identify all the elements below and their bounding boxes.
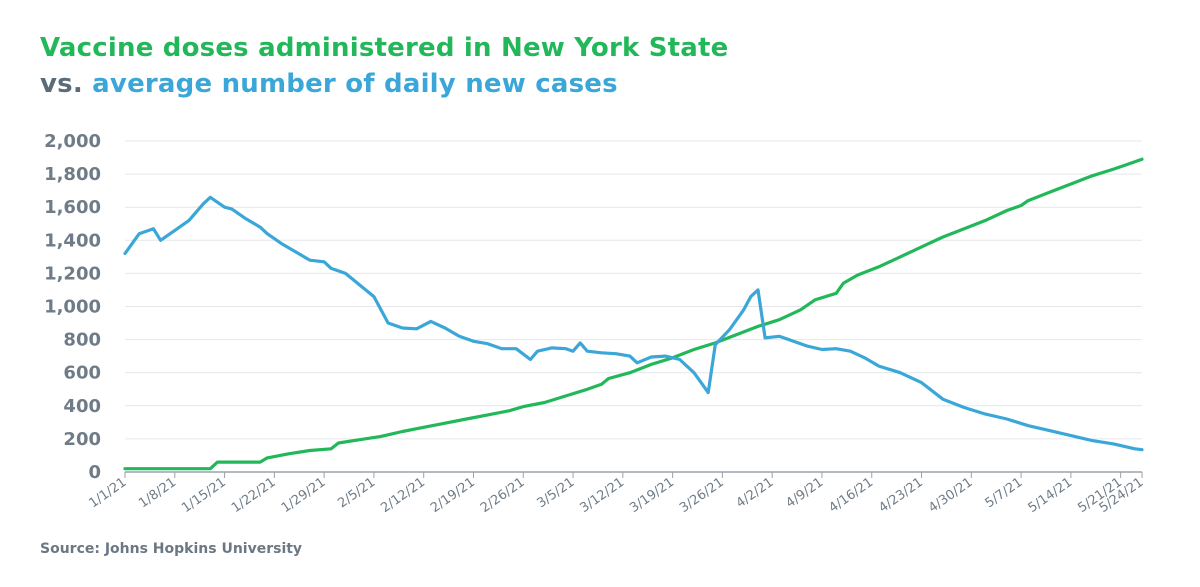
y-tick-label: 1,600 <box>44 197 101 218</box>
x-tick-label: 5/14/21 <box>1026 475 1076 516</box>
x-tick-label: 1/8/21 <box>136 475 179 511</box>
x-tick-label: 4/30/21 <box>926 475 976 516</box>
y-tick-label: 800 <box>63 330 101 351</box>
x-tick-label: 2/5/21 <box>335 475 378 511</box>
y-axis: 0 200 400 600 800 1,000 1,200 1,400 1,600 1,800 2,… <box>44 131 101 483</box>
chart-title: Vaccine doses administered in New York S… <box>40 33 729 63</box>
x-tick-label: 1/22/21 <box>229 475 279 516</box>
chart-title-block: Vaccine doses administered in New York S… <box>40 30 729 102</box>
y-tick-label: 1,200 <box>44 263 101 284</box>
y-tick-label: 1,400 <box>44 230 101 251</box>
series-line-cases <box>123 195 1144 452</box>
x-tick-label: 1/15/21 <box>179 475 229 516</box>
y-tick-label: 1,000 <box>44 297 101 318</box>
x-tick-label: 2/26/21 <box>478 475 528 516</box>
x-tick-label: 3/26/21 <box>677 475 727 516</box>
subtitle-prefix: vs. <box>40 69 83 99</box>
chart-subtitle: average number of daily new cases <box>92 69 618 99</box>
x-tick-label: 4/23/21 <box>876 475 926 516</box>
x-tick-label: 4/9/21 <box>783 475 826 511</box>
chart-subtitle-line: vs. average number of daily new cases <box>40 66 729 102</box>
x-tick-label: 3/12/21 <box>577 475 627 516</box>
x-tick-label: 2/19/21 <box>428 475 478 516</box>
y-tick-label: 600 <box>63 363 101 384</box>
series-lines <box>123 157 1144 471</box>
x-tick-label: 4/16/21 <box>826 475 876 516</box>
y-tick-label: 0 <box>88 462 101 483</box>
source-note: Source: Johns Hopkins University <box>40 541 303 557</box>
gridlines <box>125 140 1142 440</box>
x-tick-label: 4/2/21 <box>734 475 777 511</box>
x-axis: 1/1/21 1/8/21 1/15/21 1/22/21 1/29/21 2/5/21 2… <box>86 471 1146 516</box>
x-tick-label: 2/12/21 <box>378 475 428 516</box>
x-tick-label: 3/5/21 <box>534 475 577 511</box>
y-tick-label: 400 <box>63 396 101 417</box>
y-tick-label: 200 <box>63 429 101 450</box>
x-tick-label: 3/19/21 <box>627 475 677 516</box>
y-tick-label: 1,800 <box>44 164 101 185</box>
series-line-vaccine <box>123 157 1144 471</box>
x-tick-label: 5/7/21 <box>983 475 1026 511</box>
y-tick-label: 2,000 <box>44 131 101 152</box>
x-tick-label: 1/29/21 <box>279 475 329 516</box>
